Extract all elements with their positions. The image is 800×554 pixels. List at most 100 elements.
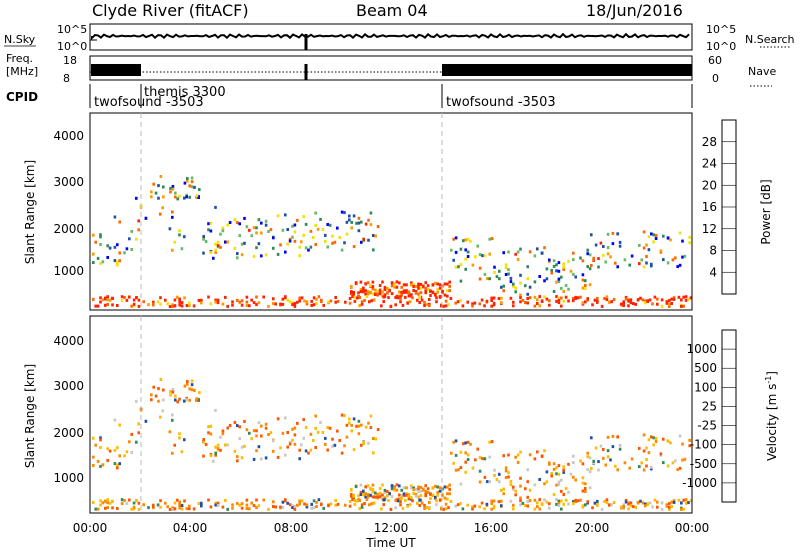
velocity-cell	[557, 464, 561, 468]
power-cell	[221, 229, 225, 233]
velocity-cell	[353, 502, 357, 506]
velocity-cell	[336, 429, 339, 433]
power-cell	[526, 292, 529, 296]
velocity-cell	[374, 437, 377, 441]
power-cell	[321, 227, 325, 231]
velocity-cell	[632, 505, 635, 508]
velocity-cell	[405, 493, 408, 497]
velocity-cell	[190, 383, 194, 387]
velocity-cell	[130, 451, 133, 454]
velocity-cell	[419, 485, 423, 489]
velocity-cell	[128, 440, 131, 444]
power-ylabel: Slant Range [km]	[23, 160, 37, 264]
velocity-cell	[668, 502, 671, 506]
power-cell	[252, 301, 256, 305]
power-cell	[372, 248, 375, 252]
power-cell	[336, 299, 340, 303]
power-cell	[390, 292, 394, 296]
power-cell	[171, 187, 175, 191]
velocity-cell	[350, 423, 353, 427]
velocity-cell	[438, 486, 442, 490]
velocity-cell	[168, 508, 172, 511]
velocity-cell	[459, 466, 463, 470]
power-cell	[436, 287, 439, 291]
velocity-cell	[113, 418, 117, 422]
velocity-cell	[620, 505, 623, 509]
power-cell	[645, 243, 648, 247]
power-cell	[197, 195, 200, 199]
velocity-cell	[171, 413, 174, 417]
power-cell	[656, 302, 659, 306]
velocity-cell	[592, 459, 595, 463]
velocity-cell	[255, 498, 258, 502]
velocity-cell	[488, 440, 491, 444]
velocity-cell	[474, 458, 477, 462]
velocity-cell	[386, 490, 389, 493]
power-cell	[564, 284, 568, 287]
power-cell	[286, 298, 289, 302]
velocity-cell	[212, 459, 215, 463]
power-cell	[366, 281, 370, 285]
power-cell	[586, 248, 589, 252]
velocity-cell	[142, 503, 145, 507]
power-cell	[216, 298, 220, 302]
power-cell	[106, 298, 109, 302]
velocity-cell	[243, 444, 246, 448]
velocity-cell	[176, 400, 179, 404]
velocity-cell	[602, 448, 605, 451]
velocity-cell	[159, 505, 162, 509]
power-cell	[226, 223, 229, 227]
velocity-cell	[581, 504, 585, 508]
power-cell	[317, 295, 321, 299]
velocity-cell	[498, 480, 501, 484]
velocity-cell	[264, 426, 268, 430]
power-cell	[350, 291, 353, 295]
velocity-cell	[555, 483, 558, 487]
velocity-ytick-3000: 3000	[53, 379, 84, 393]
velocity-cell	[272, 500, 275, 504]
power-cell	[174, 191, 177, 195]
velocity-cell	[188, 387, 191, 391]
power-cell	[111, 303, 114, 307]
power-cell	[672, 297, 676, 301]
power-cell	[233, 246, 237, 250]
power-cell	[214, 298, 217, 302]
power-cell	[238, 222, 241, 226]
power-cell	[108, 246, 112, 250]
power-cell	[343, 241, 346, 245]
velocity-cell	[581, 476, 585, 480]
velocity-cell	[668, 505, 671, 509]
velocity-cell	[448, 487, 451, 491]
velocity-cell	[378, 495, 382, 499]
velocity-cell	[459, 502, 462, 506]
power-cell	[519, 296, 522, 300]
power-cell	[572, 251, 575, 255]
velocity-cell	[183, 438, 186, 442]
power-cell	[483, 254, 487, 258]
power-cell	[106, 295, 109, 299]
velocity-cell	[135, 399, 138, 403]
velocity-cell	[374, 491, 377, 495]
velocity-cell	[233, 421, 237, 424]
velocity-cell	[248, 507, 251, 511]
power-colorbar-tick: 28	[702, 135, 717, 149]
power-cell	[331, 234, 334, 238]
power-cell	[581, 278, 585, 282]
velocity-cell	[369, 487, 372, 490]
power-cell	[645, 255, 648, 258]
velocity-cell	[519, 496, 522, 500]
velocity-cell	[645, 464, 648, 468]
power-cell	[602, 245, 605, 248]
velocity-cell	[178, 432, 181, 436]
power-cell	[362, 290, 365, 294]
power-cell	[448, 289, 451, 293]
power-cell	[603, 297, 606, 300]
power-cell	[504, 263, 508, 267]
velocity-cell	[572, 454, 575, 458]
velocity-cell	[319, 420, 322, 424]
velocity-cell	[627, 502, 630, 506]
power-cell	[369, 211, 373, 215]
velocity-cell	[399, 498, 402, 502]
power-cell	[622, 302, 625, 306]
velocity-cell	[348, 500, 352, 503]
